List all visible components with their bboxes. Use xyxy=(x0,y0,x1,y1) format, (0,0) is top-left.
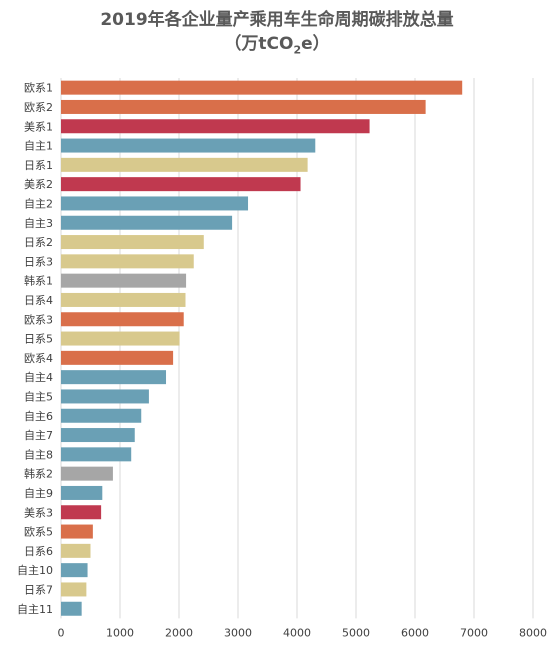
bar-欧系2 xyxy=(61,99,426,114)
bar-欧系3 xyxy=(61,312,184,327)
bar-日系1 xyxy=(61,157,308,172)
category-label: 欧系2 xyxy=(24,101,53,114)
category-label: 自主9 xyxy=(24,487,53,500)
bar-韩系1 xyxy=(61,273,187,288)
bar-欧系4 xyxy=(61,350,174,365)
category-label: 自主2 xyxy=(24,197,53,210)
category-label: 日系2 xyxy=(24,236,53,249)
bar-日系6 xyxy=(61,543,91,558)
bar-美系1 xyxy=(61,119,370,134)
bar-自主4 xyxy=(61,370,167,385)
category-label: 欧系3 xyxy=(24,313,53,326)
category-label: 自主6 xyxy=(24,410,53,423)
bar-自主11 xyxy=(61,601,82,616)
x-tick-label: 6000 xyxy=(401,626,429,639)
bar-自主10 xyxy=(61,563,88,578)
category-label: 日系6 xyxy=(24,545,53,558)
bar-美系3 xyxy=(61,505,102,520)
category-label: 欧系4 xyxy=(24,352,53,365)
bar-自主6 xyxy=(61,408,142,423)
x-tick-label: 3000 xyxy=(224,626,252,639)
category-label: 美系1 xyxy=(24,120,53,133)
x-tick-label: 8000 xyxy=(519,626,547,639)
x-tick-label: 4000 xyxy=(283,626,311,639)
category-label: 日系4 xyxy=(24,294,53,307)
bar-自主3 xyxy=(61,215,233,230)
chart-title: 2019年各企业量产乘用车生命周期碳排放总量 （万tCO2e） xyxy=(0,8,554,62)
chart-title-line2: （万tCO2e） xyxy=(0,32,554,62)
x-tick-label: 0 xyxy=(58,626,65,639)
bar-日系5 xyxy=(61,331,180,346)
bar-自主9 xyxy=(61,485,103,500)
category-label: 自主11 xyxy=(17,603,53,616)
x-tick-label: 2000 xyxy=(165,626,193,639)
bar-自主7 xyxy=(61,428,135,443)
bar-美系2 xyxy=(61,177,301,192)
bar-自主8 xyxy=(61,447,132,462)
category-label: 自主4 xyxy=(24,371,53,384)
category-label: 日系3 xyxy=(24,255,53,268)
category-label: 韩系2 xyxy=(24,467,53,481)
category-label: 欧系1 xyxy=(24,82,53,95)
x-tick-label: 1000 xyxy=(106,626,134,639)
bar-日系7 xyxy=(61,582,87,597)
x-tick-label: 5000 xyxy=(342,626,370,639)
bar-自主2 xyxy=(61,196,249,211)
category-label: 日系7 xyxy=(24,583,53,596)
category-label: 美系2 xyxy=(24,178,53,191)
category-label: 自主7 xyxy=(24,429,53,442)
x-tick-label: 7000 xyxy=(460,626,488,639)
category-label: 日系5 xyxy=(24,333,53,346)
category-label: 自主3 xyxy=(24,217,53,230)
category-label: 自主5 xyxy=(24,390,53,403)
bar-欧系1 xyxy=(61,80,463,95)
bar-自主5 xyxy=(61,389,149,404)
bar-日系3 xyxy=(61,254,194,269)
bar-韩系2 xyxy=(61,466,113,481)
category-label: 欧系5 xyxy=(24,526,53,539)
category-label: 自主10 xyxy=(17,564,53,577)
chart-title-unit-suffix: e） xyxy=(301,34,330,54)
category-label: 自主8 xyxy=(24,448,53,461)
bar-日系2 xyxy=(61,235,204,250)
category-label: 韩系1 xyxy=(24,274,53,288)
category-label: 自主1 xyxy=(24,140,53,153)
bar-欧系5 xyxy=(61,524,93,539)
chart-title-unit-subscript: 2 xyxy=(293,43,302,57)
category-label: 美系3 xyxy=(24,506,53,519)
chart-title-unit-prefix: （万tCO xyxy=(224,34,294,54)
bar-自主1 xyxy=(61,138,316,153)
bar-日系4 xyxy=(61,292,186,307)
category-label: 日系1 xyxy=(24,159,53,172)
chart-title-line1: 2019年各企业量产乘用车生命周期碳排放总量 xyxy=(100,10,454,30)
